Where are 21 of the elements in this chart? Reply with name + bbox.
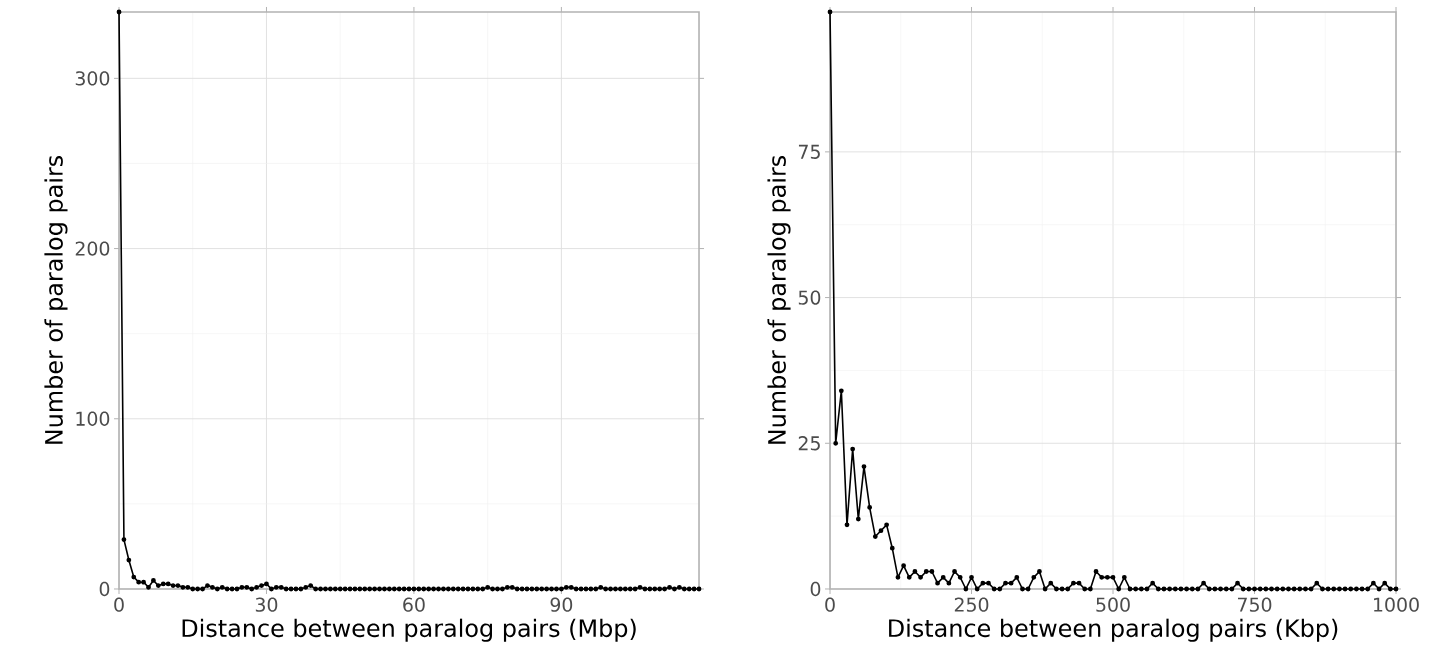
x-tick-label: 90 [550, 597, 573, 612]
x-tick-label: 250 [954, 597, 989, 612]
y-tick-label: 100 [76, 411, 110, 426]
y-tick-label: 0 [99, 581, 110, 597]
x-tick-label: 1000 [1374, 597, 1419, 612]
y-axis-title: Number of paralog pairs [44, 155, 68, 444]
x-axis-title: Distance between paralog pairs (Kbp) [889, 618, 1338, 642]
y-tick-label: 300 [75, 71, 110, 86]
y-tick-label: 25 [798, 436, 820, 451]
y-tick-label: 50 [798, 290, 821, 305]
y-tick-label: 200 [75, 241, 110, 256]
x-tick-label: 60 [403, 597, 425, 612]
x-tick-label: 0 [114, 597, 124, 612]
y-tick-label: 75 [798, 144, 820, 159]
x-tick-label: 0 [825, 597, 835, 612]
x-axis-title: Distance between paralog pairs (Mbp) [182, 618, 636, 642]
y-tick-label: 0 [810, 581, 821, 597]
y-axis-title: Number of paralog pairs [767, 155, 791, 444]
x-tick-label: 500 [1096, 597, 1130, 612]
x-tick-label: 750 [1238, 597, 1272, 612]
x-tick-label: 30 [255, 597, 278, 612]
